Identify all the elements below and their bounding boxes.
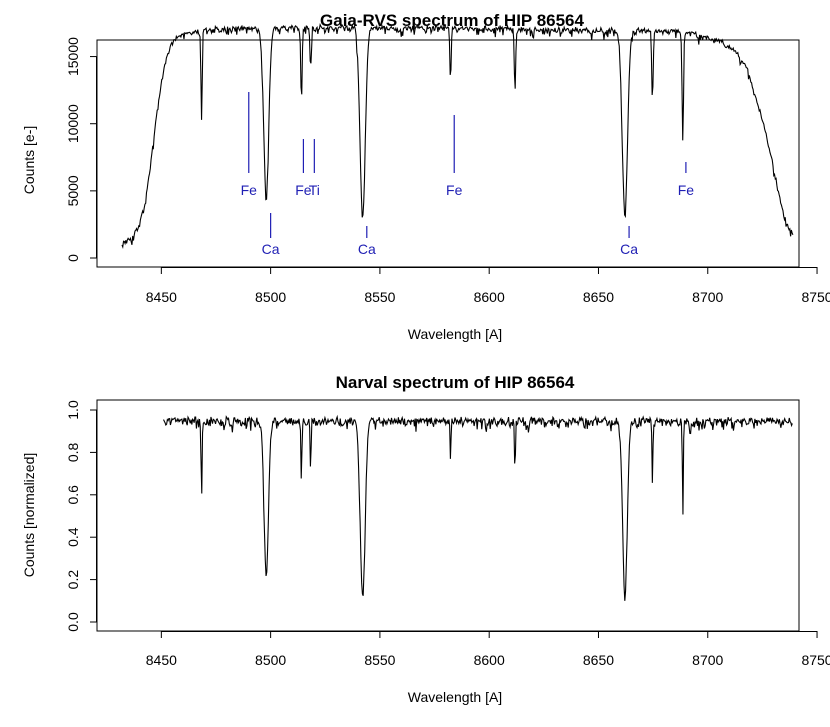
x-tick-label: 8750 bbox=[801, 289, 830, 305]
x-axis-label: Wavelength [A] bbox=[408, 326, 502, 342]
x-tick-label: 8700 bbox=[692, 289, 723, 305]
line-label: Ti bbox=[309, 182, 320, 198]
y-tick-label: 0.2 bbox=[65, 570, 81, 590]
y-tick-label: 0.6 bbox=[65, 485, 81, 505]
x-tick-label: 8600 bbox=[474, 652, 505, 668]
line-label: Fe bbox=[295, 182, 312, 198]
line-label: Fe bbox=[446, 182, 463, 198]
x-tick-label: 8550 bbox=[364, 289, 395, 305]
spectrum-line bbox=[163, 414, 793, 601]
narval-panel: Narval spectrum of HIP 86564 8450 8500 855… bbox=[21, 373, 830, 705]
x-tick-label: 8500 bbox=[255, 652, 286, 668]
y-tick-label: 0.0 bbox=[65, 612, 81, 632]
x-tick-label: 8450 bbox=[146, 289, 177, 305]
y-tick-label: 0.4 bbox=[65, 527, 81, 547]
x-tick-label: 8450 bbox=[146, 652, 177, 668]
y-tick-label: 0.8 bbox=[65, 442, 81, 462]
x-axis: 8450 8500 8550 8600 8650 8700 8750 bbox=[146, 267, 830, 305]
x-tick-label: 8750 bbox=[801, 652, 830, 668]
x-tick-label: 8650 bbox=[583, 289, 614, 305]
y-tick-label: 1.0 bbox=[65, 400, 81, 420]
line-label: Fe bbox=[678, 182, 695, 198]
line-label: Ca bbox=[620, 241, 638, 257]
x-tick-label: 8700 bbox=[692, 652, 723, 668]
y-axis: 0 5000 10000 15000 bbox=[65, 37, 97, 262]
chart-title: Narval spectrum of HIP 86564 bbox=[336, 373, 575, 392]
spectrum-line bbox=[121, 23, 794, 249]
x-tick-label: 8500 bbox=[255, 289, 286, 305]
y-axis: 0.0 0.2 0.4 0.6 0.8 1.0 bbox=[65, 400, 97, 632]
y-tick-label: 15000 bbox=[65, 37, 81, 76]
y-tick-label: 5000 bbox=[65, 175, 81, 206]
line-label: Ca bbox=[262, 241, 280, 257]
gaia-rvs-panel: Gaia-RVS spectrum of HIP 86564 8450 8500 8… bbox=[21, 11, 830, 342]
y-axis-label: Counts [e-] bbox=[21, 126, 37, 194]
y-tick-label: 10000 bbox=[65, 104, 81, 143]
chart-title: Gaia-RVS spectrum of HIP 86564 bbox=[320, 11, 584, 30]
x-axis: 8450 8500 8550 8600 8650 8700 8750 bbox=[146, 631, 830, 668]
x-tick-label: 8650 bbox=[583, 652, 614, 668]
x-tick-label: 8550 bbox=[364, 652, 395, 668]
y-axis-label: Counts [normalized] bbox=[21, 453, 37, 578]
y-tick-label: 0 bbox=[65, 254, 81, 262]
line-label: Fe bbox=[241, 182, 258, 198]
line-label: Ca bbox=[358, 241, 376, 257]
x-tick-label: 8600 bbox=[474, 289, 505, 305]
x-axis-label: Wavelength [A] bbox=[408, 689, 502, 705]
